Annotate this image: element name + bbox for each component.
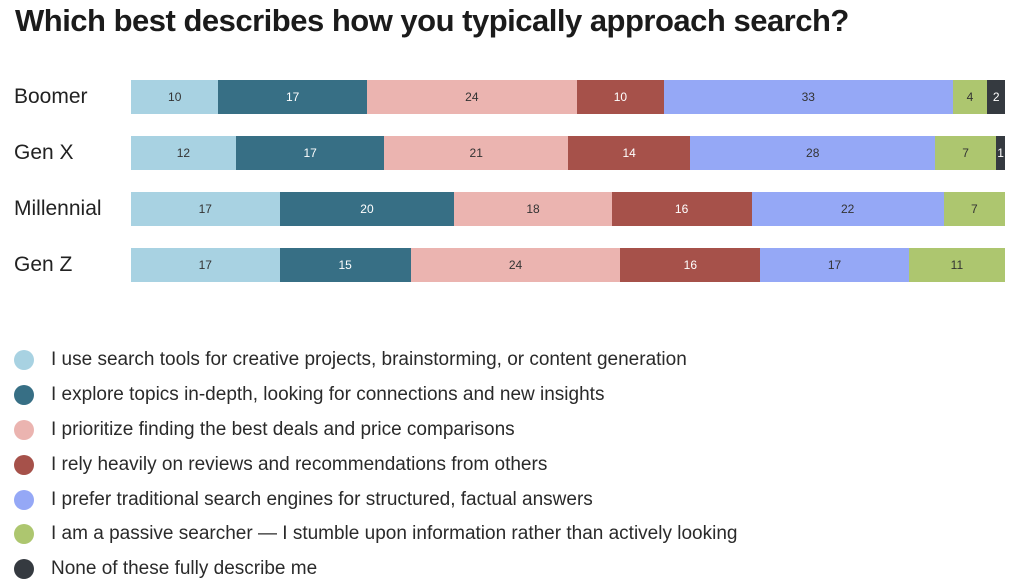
data-label: 1 [997,146,1004,160]
bar-segment: 16 [620,248,761,282]
chart-title: Which best describes how you typically a… [15,3,849,38]
legend-swatch-icon [14,350,34,371]
legend-item: I prefer traditional search engines for … [14,482,737,517]
data-label: 16 [674,202,689,216]
row-label: Millennial [14,197,102,220]
bar-segment: 17 [760,248,909,282]
legend-label: None of these fully describe me [51,558,318,580]
bar-segment: 17 [235,136,385,170]
legend-label: I rely heavily on reviews and recommenda… [51,453,548,475]
data-label: 17 [198,202,212,216]
data-label: 4 [966,90,974,104]
data-label: 21 [469,146,483,160]
bar-segment: 7 [935,136,997,170]
bar-segment: 17 [131,192,280,226]
row-label: Gen Z [14,253,73,276]
legend-label: I prefer traditional search engines for … [51,488,593,510]
data-label: 7 [962,146,969,160]
data-label: 15 [338,258,352,272]
legend-label: I prioritize finding the best deals and … [51,418,515,440]
data-label: 18 [526,202,540,216]
legend-label: I am a passive searcher — I stumble upon… [51,523,738,545]
legend-swatch-icon [14,489,34,510]
data-label: 24 [465,90,479,104]
data-label: 17 [286,90,300,104]
data-label: 14 [622,146,636,160]
bar-segment: 17 [131,248,280,282]
legend-swatch-icon [14,524,34,545]
bar-segment: 17 [218,80,367,114]
bar-segment: 12 [131,136,236,170]
legend-item: None of these fully describe me [14,552,737,587]
bar-segment: 2 [987,80,1005,114]
data-label: 22 [840,202,855,216]
bar-segment: 10 [131,80,219,114]
bar-segment: 28 [690,136,936,170]
bar-segment: 24 [366,80,577,114]
stacked-bar-gen-z: 17 15 24 16 17 11 [131,248,1005,282]
bar-segment: 18 [454,192,612,226]
data-label: 17 [303,146,317,160]
row-label: Boomer [14,85,88,108]
bar-segment: 4 [952,80,988,114]
legend-item: I rely heavily on reviews and recommenda… [14,447,737,482]
data-label: 33 [801,90,815,104]
bar-segment: 7 [943,192,1005,226]
bar-segment: 16 [611,192,752,226]
row-label: Gen X [14,141,74,164]
data-label: 17 [198,258,212,272]
data-label: 17 [827,258,842,272]
legend-swatch-icon [14,454,34,475]
bar-segment: 21 [384,136,568,170]
legend-swatch-icon [14,419,34,440]
bar-segment: 14 [567,136,691,170]
data-label: 11 [950,258,964,272]
bar-segment: 20 [279,192,455,226]
legend: I use search tools for creative projects… [14,343,737,587]
bar-segment: 33 [664,80,953,114]
legend-item: I explore topics in-depth, looking for c… [14,378,737,413]
stacked-bar-gen-x: 12 17 21 14 28 7 1 [131,136,1005,170]
legend-label: I use search tools for creative projects… [51,349,687,371]
legend-label: I explore topics in-depth, looking for c… [51,384,605,406]
data-label: 2 [992,90,1000,104]
legend-swatch-icon [14,385,34,406]
bar-segment: 15 [279,248,411,282]
stacked-bar-boomer: 10 17 24 10 33 4 2 [131,80,1005,114]
legend-item: I am a passive searcher — I stumble upon… [14,517,737,552]
bar-segment: 22 [751,192,944,226]
bar-segment: 24 [410,248,621,282]
data-label: 16 [683,258,698,272]
legend-swatch-icon [14,559,34,580]
data-label: 12 [176,146,191,160]
data-label: 28 [806,146,820,160]
bar-segment: 10 [576,80,665,114]
stacked-bar-millennial: 17 20 18 16 22 7 [131,192,1005,226]
data-label: 24 [508,258,523,272]
legend-item: I prioritize finding the best deals and … [14,413,737,448]
data-label: 20 [360,202,374,216]
bar-segment: 11 [908,248,1005,282]
data-label: 10 [168,90,182,104]
data-label: 7 [971,202,978,216]
data-label: 10 [613,90,628,104]
legend-item: I use search tools for creative projects… [14,343,737,378]
bar-segment: 1 [996,136,1005,170]
